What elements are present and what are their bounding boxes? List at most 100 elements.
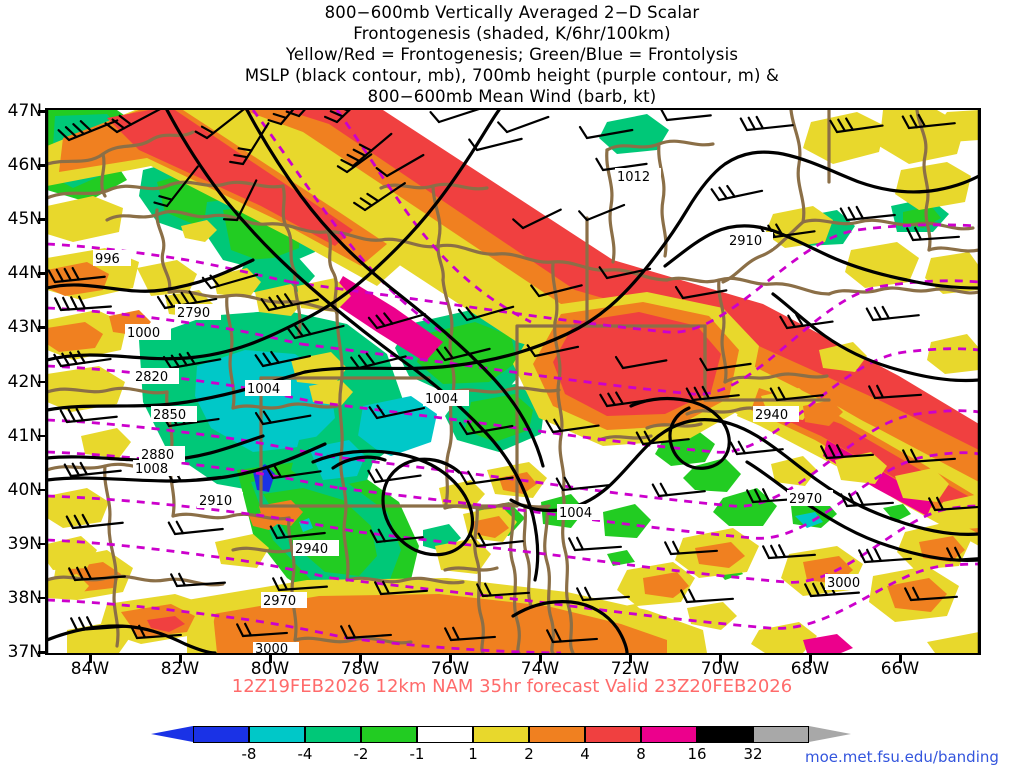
title-line-5: 800−600mb Mean Wind (barb, kt) xyxy=(367,87,657,106)
height-label: 3000 xyxy=(825,574,871,591)
svg-text:2970: 2970 xyxy=(263,594,296,609)
mslp-label: 1008 xyxy=(133,460,179,477)
y-tick-label: 41N xyxy=(7,425,42,446)
colorbar-tick-label: -8 xyxy=(241,745,257,763)
height-label: 2940 xyxy=(753,406,799,423)
colorbar-tick-label: 16 xyxy=(687,745,707,763)
x-tick-label: 82W xyxy=(160,659,200,679)
y-tick-mark xyxy=(38,218,47,221)
height-label: 2880 xyxy=(139,446,185,463)
height-label: 2910 xyxy=(727,232,773,249)
height-label: 3000 xyxy=(253,642,299,653)
colorbar-swatch[interactable] xyxy=(193,726,249,743)
y-tick-mark xyxy=(38,326,47,329)
y-tick-label: 42N xyxy=(7,371,42,392)
source-watermark[interactable]: moe.met.fsu.edu/banding xyxy=(805,748,999,766)
wind-barbs xyxy=(47,110,979,644)
y-tick-mark xyxy=(38,542,47,546)
height-label: 2940 xyxy=(293,540,339,557)
colorbar-tick-label: 8 xyxy=(636,745,646,763)
colorbar-swatch[interactable] xyxy=(529,726,585,743)
svg-text:2910: 2910 xyxy=(729,234,762,249)
svg-text:1004: 1004 xyxy=(425,392,458,407)
svg-text:996: 996 xyxy=(95,252,120,267)
height-label: 2850 xyxy=(151,406,197,423)
y-tick-label: 40N xyxy=(7,479,42,500)
colorbar-swatch[interactable] xyxy=(305,726,361,743)
height-label: 2970 xyxy=(261,592,307,609)
y-tick-label: 39N xyxy=(7,533,42,554)
y-tick-label: 45N xyxy=(7,209,42,230)
colorbar-tick-label: -4 xyxy=(297,745,313,763)
y-tick-mark xyxy=(38,110,47,113)
colorbar-swatch[interactable] xyxy=(585,726,641,743)
x-tick-mark xyxy=(449,654,452,663)
y-tick-label: 44N xyxy=(7,263,42,284)
x-tick-mark xyxy=(719,654,722,663)
mslp-label: 1004 xyxy=(423,390,469,407)
y-tick-mark xyxy=(38,434,47,438)
x-tick-mark xyxy=(179,654,182,663)
colorbar-swatch[interactable] xyxy=(697,726,753,743)
mslp-label: 1012 xyxy=(615,168,661,185)
svg-text:3000: 3000 xyxy=(255,642,288,653)
title-line-1: 800−600mb Vertically Averaged 2−D Scalar xyxy=(324,3,700,22)
colorbar-tick-label: 2 xyxy=(524,745,534,763)
map-svg: 996 1000 1004 1004 1008 1012 1004 2790 2… xyxy=(47,110,979,653)
title-line-3: Yellow/Red = Frontogenesis; Green/Blue =… xyxy=(285,45,739,64)
x-tick-mark xyxy=(539,654,542,663)
mslp-label: 1004 xyxy=(245,380,291,397)
title-line-2: Frontogenesis (shaded, K/6hr/100km) xyxy=(353,24,671,43)
map-plot-area[interactable]: 996 1000 1004 1004 1008 1012 1004 2790 2… xyxy=(45,108,981,655)
colorbar-tick-label: -1 xyxy=(409,745,425,763)
colorbar-under-arrow xyxy=(151,726,193,742)
height-label: 2910 xyxy=(197,492,243,509)
colorbar-swatch[interactable] xyxy=(641,726,697,743)
svg-text:2970: 2970 xyxy=(789,492,822,507)
height-label: 2820 xyxy=(133,368,179,385)
x-tick-mark xyxy=(809,654,812,663)
colorbar-tick-label: 4 xyxy=(580,745,590,763)
y-tick-label: 37N xyxy=(7,642,42,662)
x-tick-mark xyxy=(359,654,362,663)
svg-text:3000: 3000 xyxy=(827,576,860,591)
colorbar-swatch[interactable] xyxy=(753,726,809,743)
y-tick-mark xyxy=(38,651,47,654)
chart-title-block: 800−600mb Vertically Averaged 2−D Scalar… xyxy=(0,2,1024,107)
x-tick-mark xyxy=(89,654,92,663)
colorbar-tick-label: -2 xyxy=(353,745,369,763)
mslp-label: 1000 xyxy=(125,324,171,341)
x-tick-mark xyxy=(629,654,632,663)
height-label: 2790 xyxy=(175,304,221,321)
y-tick-mark xyxy=(38,596,47,600)
svg-text:2820: 2820 xyxy=(135,370,168,385)
x-tick-label: 72W xyxy=(610,659,650,679)
colorbar-swatch[interactable] xyxy=(417,726,473,743)
x-tick-mark xyxy=(269,654,272,663)
svg-text:2940: 2940 xyxy=(755,408,788,423)
svg-text:1004: 1004 xyxy=(247,382,280,397)
y-tick-mark xyxy=(38,272,47,275)
x-tick-label: 70W xyxy=(700,659,740,679)
x-tick-label: 74W xyxy=(520,659,560,679)
svg-text:1012: 1012 xyxy=(617,170,650,185)
colorbar-swatch[interactable] xyxy=(473,726,529,743)
svg-text:2910: 2910 xyxy=(199,494,232,509)
colorbar-swatch[interactable] xyxy=(249,726,305,743)
colorbar-tick-label: 1 xyxy=(468,745,478,763)
x-tick-label: 78W xyxy=(340,659,380,679)
mslp-label: 996 xyxy=(93,250,131,267)
colorbar-swatch[interactable] xyxy=(361,726,417,743)
forecast-caption: 12Z19FEB2026 12km NAM 35hr forecast Vali… xyxy=(231,676,793,697)
svg-text:2790: 2790 xyxy=(177,306,210,321)
svg-text:1004: 1004 xyxy=(559,506,592,521)
x-tick-label: 84W xyxy=(70,659,110,679)
x-tick-label: 76W xyxy=(430,659,470,679)
y-tick-label: 38N xyxy=(7,587,42,608)
colorbar-tick-label: 32 xyxy=(743,745,763,763)
svg-text:1008: 1008 xyxy=(135,462,168,477)
y-tick-mark xyxy=(38,488,47,492)
colorbar[interactable]: -8 -4 -2 -1 1 2 4 8 16 32 xyxy=(151,726,851,763)
colorbar-over-arrow xyxy=(809,726,851,742)
